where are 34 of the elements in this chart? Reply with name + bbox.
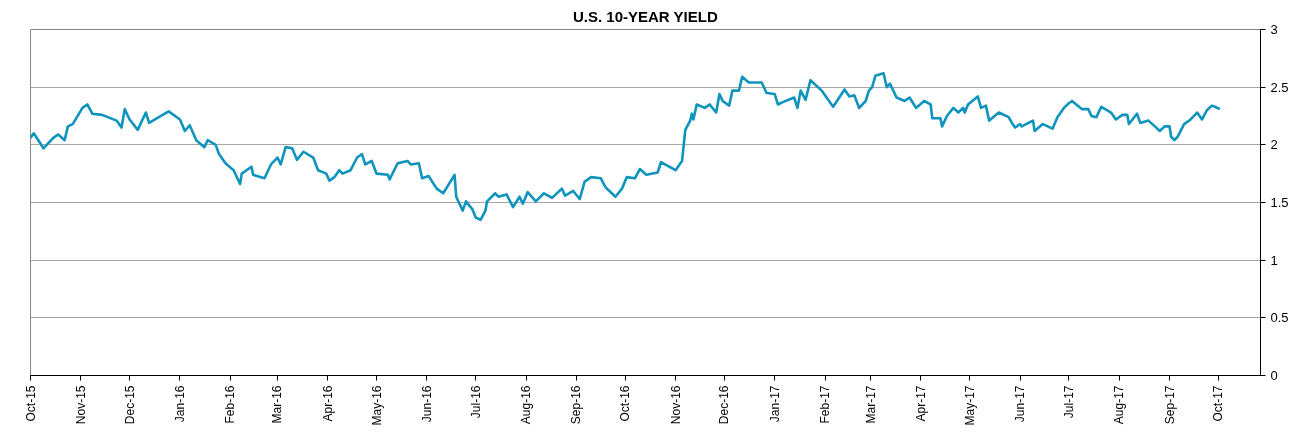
x-tick-label: Aug-16 <box>519 385 534 425</box>
x-tick-label: Jan-16 <box>172 385 187 423</box>
y-tick-label: 0.5 <box>1270 310 1289 326</box>
x-tick-label: Feb-17 <box>818 385 833 424</box>
x-tick-label: Sep-16 <box>569 385 584 425</box>
chart-title: U.S. 10-YEAR YIELD <box>572 7 718 25</box>
x-tick-label: Mar-17 <box>863 385 878 424</box>
x-tick-label: Jul-17 <box>1061 385 1076 419</box>
y-tick-label: 3 <box>1270 22 1278 37</box>
x-tick-label: Jul-16 <box>468 385 483 419</box>
x-tick-label: Sep-17 <box>1162 385 1177 425</box>
y-tick-label: 0 <box>1270 368 1278 383</box>
x-tick-label: May-17 <box>962 385 977 426</box>
y-tick-label: 2 <box>1270 137 1278 153</box>
y-tick-label: 2.5 <box>1270 79 1289 95</box>
x-tick-label: Dec-16 <box>717 385 732 425</box>
x-tick-label: Apr-17 <box>913 385 928 422</box>
line-series <box>30 72 1222 222</box>
x-tick-label: Dec-15 <box>122 385 137 425</box>
x-tick-label: May-16 <box>369 385 384 426</box>
x-tick-label: Mar-16 <box>270 385 285 424</box>
x-tick-label: Oct-15 <box>23 385 38 422</box>
x-tick-label: Nov-16 <box>668 385 683 425</box>
x-tick-label: Oct-17 <box>1211 385 1226 422</box>
y-tick-label: 1 <box>1270 252 1278 268</box>
x-tick-label: Feb-16 <box>223 385 238 424</box>
x-tick-label: Jun-16 <box>419 385 434 423</box>
x-tick-label: Jun-17 <box>1013 385 1028 423</box>
x-tick-label: Apr-16 <box>320 385 335 422</box>
x-tick-label: Nov-15 <box>73 385 88 425</box>
x-tick-label: Aug-17 <box>1112 385 1127 425</box>
x-tick-label: Jan-17 <box>767 385 782 423</box>
x-tick-label: Oct-16 <box>618 385 633 422</box>
y-tick-label: 1.5 <box>1270 195 1289 210</box>
